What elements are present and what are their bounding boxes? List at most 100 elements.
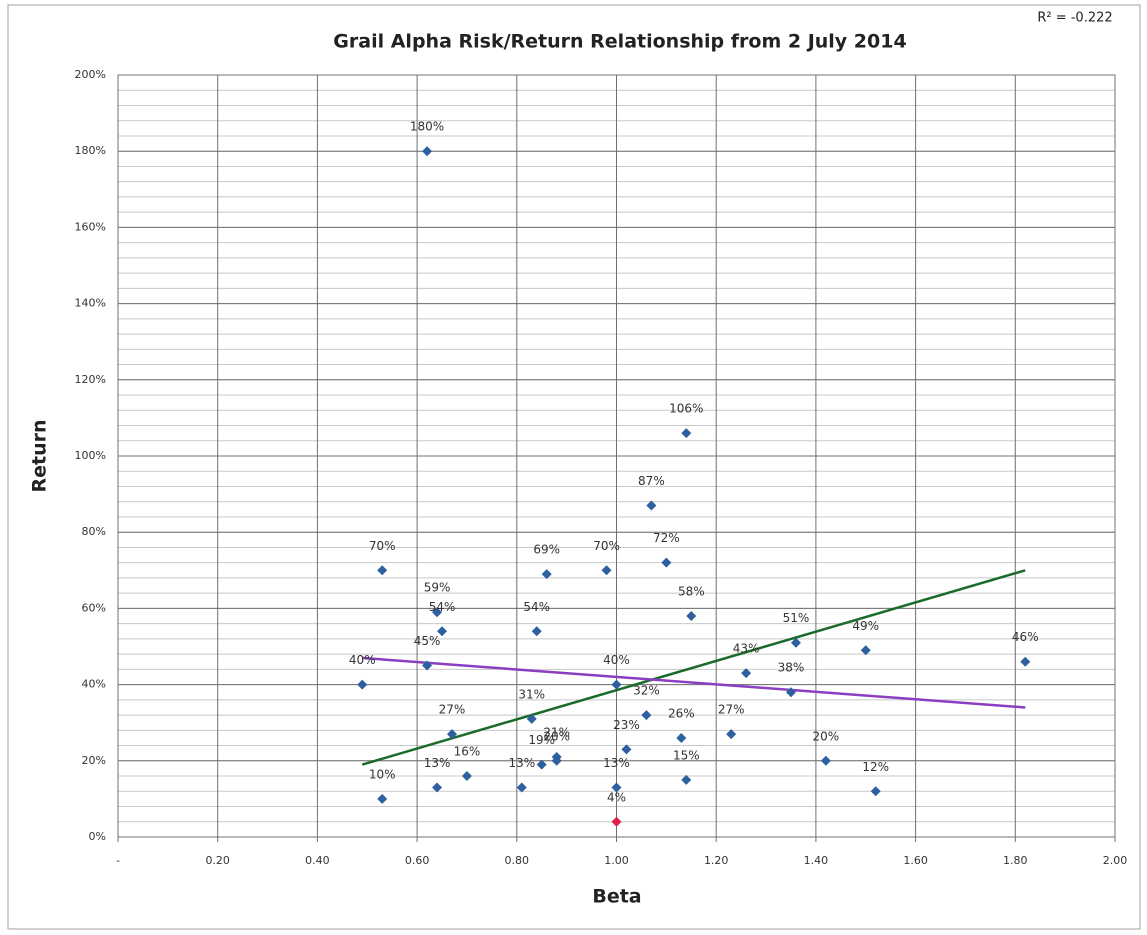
point	[531, 626, 542, 637]
point	[686, 611, 697, 622]
y-tick-label: 120%	[75, 373, 106, 386]
data-label: 31%	[518, 687, 545, 701]
data-label: 106%	[669, 402, 703, 416]
point	[422, 146, 433, 157]
data-label: 59%	[424, 581, 451, 595]
x-tick-label: 0.60	[405, 854, 430, 867]
data-label: 20%	[543, 729, 570, 743]
x-tick-label: 1.00	[604, 854, 629, 867]
y-tick-label: 40%	[82, 678, 106, 691]
point	[661, 557, 672, 568]
point	[785, 687, 796, 698]
point	[621, 744, 632, 755]
data-label: 26%	[668, 706, 695, 720]
point	[870, 786, 881, 797]
x-axis-label: Beta	[592, 886, 641, 908]
data-label: 32%	[633, 684, 660, 698]
y-tick-label: 80%	[82, 525, 106, 538]
point	[551, 755, 562, 766]
data-label: 13%	[508, 756, 535, 770]
data-label: 70%	[593, 539, 620, 553]
point	[681, 428, 692, 439]
y-tick-label: 140%	[75, 297, 106, 310]
y-tick-label: 200%	[75, 68, 106, 81]
data-label: 51%	[783, 611, 810, 625]
point	[860, 645, 871, 656]
data-label: 54%	[429, 600, 456, 614]
point	[526, 713, 537, 724]
data-label: 49%	[852, 619, 879, 633]
data-label: 16%	[454, 745, 481, 759]
x-tick-label: 0.20	[205, 854, 230, 867]
data-label: 46%	[1012, 630, 1039, 644]
data-label: 20%	[813, 729, 840, 743]
x-tick-label: 1.20	[704, 854, 729, 867]
data-label: 13%	[424, 756, 451, 770]
point	[422, 660, 433, 671]
point	[357, 679, 368, 690]
y-tick-label: 60%	[82, 601, 106, 614]
plot-border	[117, 74, 1116, 838]
r-squared-annotation: R² = -0.222	[1037, 11, 1112, 26]
point	[536, 759, 547, 770]
point	[726, 729, 737, 740]
point	[432, 607, 443, 618]
data-label: 23%	[613, 718, 640, 732]
point	[461, 771, 472, 782]
trend-line	[362, 656, 1026, 709]
x-tick-label: 1.80	[1003, 854, 1028, 867]
data-label: 4%	[607, 790, 626, 804]
data-label: 45%	[414, 634, 441, 648]
trend-line	[361, 569, 1026, 766]
data-label: 54%	[523, 600, 550, 614]
y-tick-label: 0%	[89, 830, 106, 843]
data-label: 19%	[528, 733, 555, 747]
point	[681, 774, 692, 785]
data-label: 27%	[718, 703, 745, 717]
data-label: 38%	[778, 661, 805, 675]
y-axis-label: Return	[29, 419, 51, 492]
point	[377, 565, 388, 576]
point	[820, 755, 831, 766]
data-label: 43%	[733, 642, 760, 656]
y-tick-label: 100%	[75, 449, 106, 462]
marks: 180%70%59%54%45%40%27%10%13%16%13%19%21%…	[349, 120, 1039, 827]
data-label: 40%	[349, 653, 376, 667]
point	[516, 782, 527, 793]
data-label: 69%	[533, 543, 560, 557]
x-tick-label: 1.60	[903, 854, 928, 867]
data-label: 15%	[673, 748, 700, 762]
point	[377, 793, 388, 804]
point	[1020, 656, 1031, 667]
data-label: 180%	[410, 120, 444, 134]
point	[641, 710, 652, 721]
point	[676, 732, 687, 743]
data-label: 40%	[603, 653, 630, 667]
data-label: 87%	[638, 474, 665, 488]
point	[611, 679, 622, 690]
point	[611, 782, 622, 793]
grid	[117, 74, 1116, 842]
point	[646, 500, 657, 511]
point	[541, 569, 552, 580]
y-tick-label: 20%	[82, 754, 106, 767]
data-label: 58%	[678, 585, 705, 599]
data-label: 70%	[369, 539, 396, 553]
x-tick-label: 1.40	[804, 854, 829, 867]
point	[432, 782, 443, 793]
data-label: 12%	[862, 760, 889, 774]
data-label: 21%	[543, 725, 570, 739]
x-tick-label: 2.00	[1103, 854, 1128, 867]
x-tick-label: 0.40	[305, 854, 330, 867]
data-label: 10%	[369, 767, 396, 781]
point	[437, 626, 448, 637]
point	[611, 816, 622, 827]
chart-title: Grail Alpha Risk/Return Relationship fro…	[333, 31, 906, 53]
data-label: 13%	[603, 756, 630, 770]
data-label: 27%	[439, 703, 466, 717]
chart-frame	[7, 4, 1141, 930]
x-tick-label: -	[116, 854, 120, 867]
y-tick-label: 180%	[75, 144, 106, 157]
x-tick-label: 0.80	[505, 854, 530, 867]
